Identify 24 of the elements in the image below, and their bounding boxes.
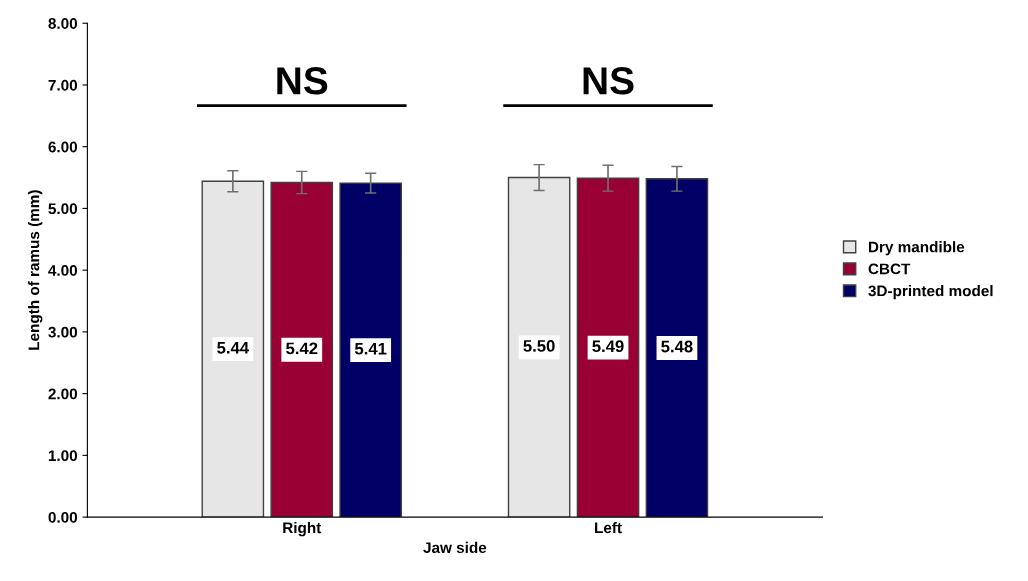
x-tick-label: Left — [595, 521, 622, 534]
x-axis-title: Jaw side — [423, 541, 487, 554]
data-label: 5.42 — [286, 342, 318, 355]
y-tick-label: 7.00 — [48, 79, 78, 91]
y-axis-title: Length of ramus (mm) — [28, 190, 43, 350]
y-tick-label: 5.00 — [48, 203, 78, 215]
annotation: NS — [583, 67, 634, 95]
data-label: 5.41 — [354, 342, 387, 355]
y-tick-label: 8.00 — [48, 18, 78, 29]
legend-label: 3D-printed model — [868, 285, 993, 300]
data-label: 5.44 — [217, 342, 249, 354]
data-label: 5.48 — [661, 340, 693, 353]
legend-label: CBCT — [868, 263, 911, 275]
data-label: 5.50 — [523, 340, 555, 352]
y-tick-label: 2.00 — [48, 388, 78, 400]
y-tick-label: 4.00 — [48, 265, 78, 276]
data-label: 5.49 — [592, 340, 624, 353]
legend-label: Dry mandible — [868, 241, 965, 256]
y-tick-label: 1.00 — [48, 450, 78, 462]
y-tick-label: 0.00 — [48, 511, 78, 523]
y-tick-label: 3.00 — [48, 326, 78, 338]
annotation: NS — [277, 67, 328, 95]
x-tick-label: Right — [283, 521, 322, 537]
y-tick-label: 6.00 — [48, 141, 78, 153]
